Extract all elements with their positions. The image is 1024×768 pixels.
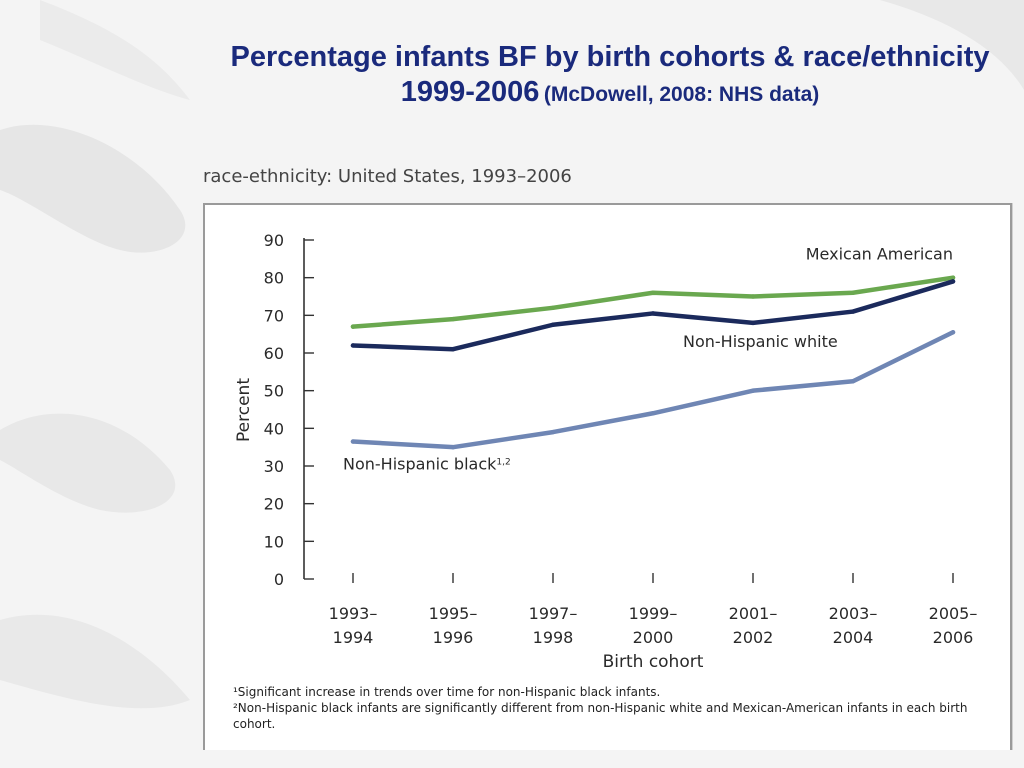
data-point — [850, 309, 856, 314]
series-label-superscript: 1,2 — [496, 458, 510, 468]
slide-title-main: Percentage infants BF by birth cohorts &… — [230, 41, 990, 109]
y-tick-label: 60 — [264, 344, 284, 363]
data-point — [350, 439, 356, 444]
data-point — [650, 311, 656, 316]
y-tick-label: 70 — [264, 306, 284, 325]
series-label: Non-Hispanic white — [683, 332, 838, 351]
figure-caption-fragment: race-ethnicity: United States, 1993–2006 — [203, 166, 572, 186]
y-tick-label: 0 — [274, 570, 284, 589]
slide-title: Percentage infants BF by birth cohorts &… — [210, 40, 1010, 111]
data-point — [550, 322, 556, 327]
x-tick-label: 2006 — [933, 628, 974, 647]
y-tick-label: 20 — [264, 495, 284, 514]
data-point — [650, 411, 656, 416]
x-tick-label: 1996 — [433, 628, 474, 647]
series-label: Non-Hispanic black1,2 — [343, 455, 511, 474]
data-point — [550, 429, 556, 435]
data-point — [350, 324, 356, 329]
data-point — [550, 305, 556, 310]
series-label: Mexican American — [806, 245, 953, 264]
data-point — [750, 388, 756, 393]
data-point — [750, 294, 756, 299]
data-point — [950, 279, 956, 284]
y-tick-label: 50 — [264, 382, 284, 401]
line-chart: 0 10 20 30 40 50 60 70 80 90 1993– 1994 1995– 1996 199… — [234, 231, 978, 672]
y-tick-label: 10 — [264, 532, 284, 551]
x-tick-label: 2005– — [929, 604, 978, 623]
y-tick-label: 40 — [264, 419, 284, 438]
data-point — [650, 290, 656, 295]
data-point — [450, 316, 456, 322]
data-point — [950, 275, 956, 280]
x-tick-label: 1995– — [429, 604, 478, 623]
x-tick-label: 1994 — [333, 628, 374, 647]
x-tick-label: 2001– — [729, 604, 778, 623]
footnote-2: ²Non-Hispanic black infants are signific… — [233, 701, 968, 731]
x-tick-label: 2002 — [733, 628, 774, 647]
series-line-0 — [350, 275, 956, 329]
y-tick-label: 90 — [264, 231, 284, 250]
footnote-1: ¹Significant increase in trends over tim… — [233, 685, 661, 699]
x-tick-label: 1993– — [329, 604, 378, 623]
x-tick-label: 1999– — [629, 604, 678, 623]
x-axis-title: Birth cohort — [603, 652, 704, 672]
data-point — [950, 330, 956, 335]
data-point — [350, 343, 356, 348]
data-point — [750, 320, 756, 326]
slide-title-citation: (McDowell, 2008: NHS data) — [543, 83, 820, 107]
data-point — [850, 379, 856, 384]
y-tick-label: 30 — [264, 457, 284, 476]
x-tick-label: 1997– — [529, 604, 578, 623]
y-axis-title: Percent — [234, 378, 254, 442]
data-point — [450, 347, 456, 352]
x-tick-label: 2004 — [833, 628, 874, 647]
x-tick-label: 1998 — [533, 628, 574, 647]
footnotes: ¹Significant increase in trends over tim… — [233, 684, 993, 732]
x-tick-label: 2003– — [829, 604, 878, 623]
figure-panel: 0 10 20 30 40 50 60 70 80 90 1993– 1994 1995– 1996 199… — [203, 203, 1012, 750]
x-tick-label: 2000 — [633, 628, 674, 647]
data-point — [850, 290, 856, 295]
y-tick-label: 80 — [264, 269, 284, 288]
data-point — [450, 444, 456, 450]
